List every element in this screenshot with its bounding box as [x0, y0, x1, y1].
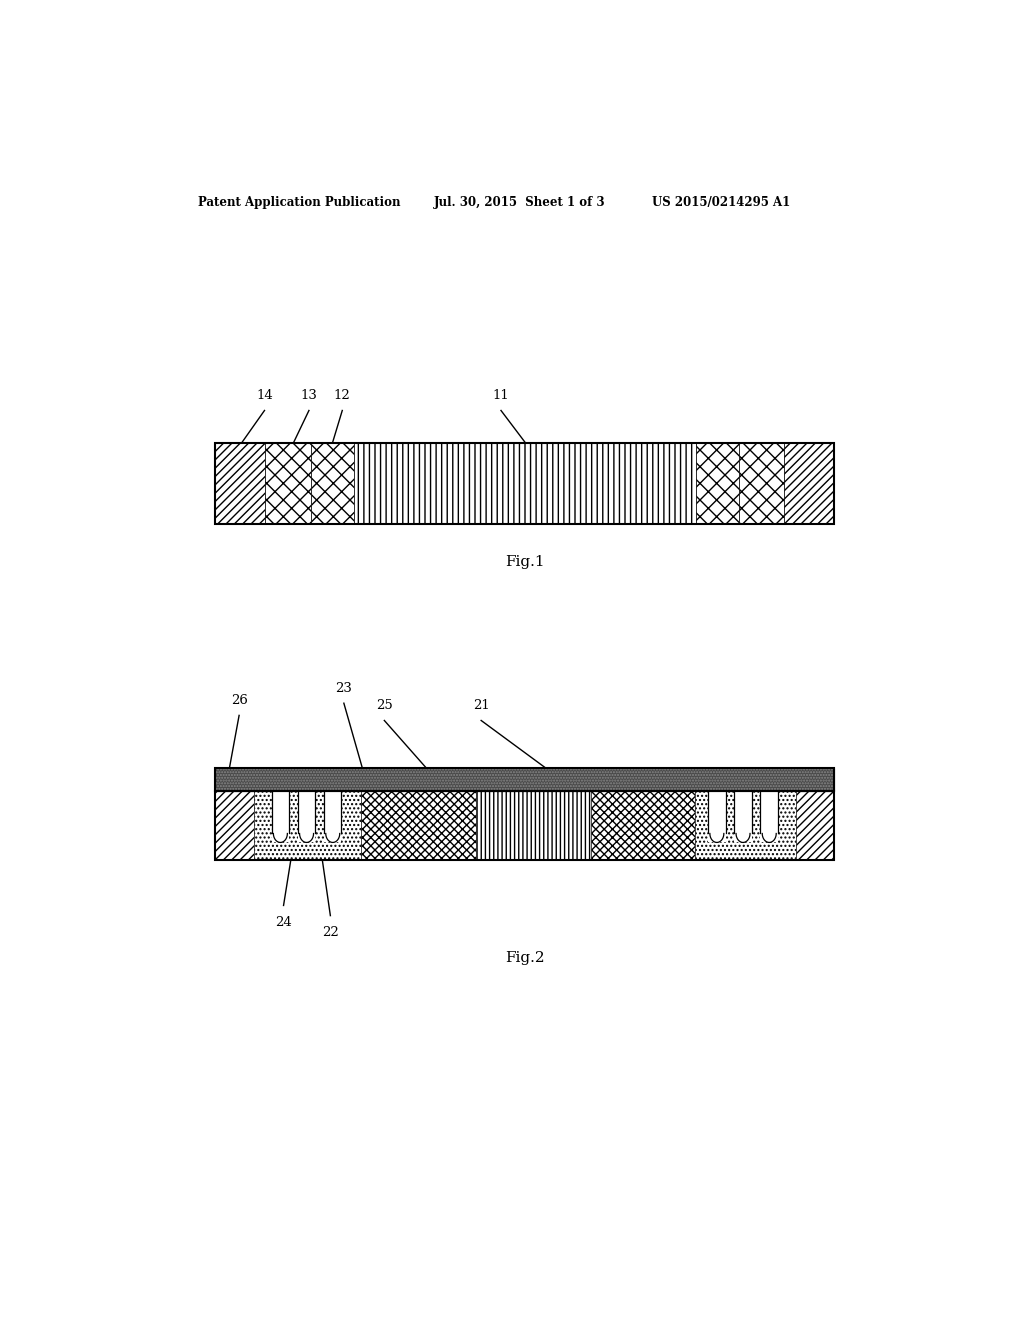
Bar	[254, 791, 361, 859]
Bar	[215, 768, 835, 791]
Text: 12: 12	[334, 389, 350, 403]
Bar	[298, 791, 315, 842]
Bar	[311, 444, 354, 524]
Bar	[324, 791, 341, 842]
Text: 14: 14	[256, 389, 272, 403]
Text: Fig.1: Fig.1	[505, 554, 545, 569]
Bar	[215, 768, 835, 859]
Bar	[796, 791, 835, 859]
Text: 22: 22	[322, 925, 339, 939]
Bar	[738, 444, 784, 524]
Bar	[784, 444, 835, 524]
Bar	[734, 791, 752, 842]
Bar	[265, 444, 311, 524]
Bar	[215, 444, 265, 524]
Bar	[761, 791, 778, 842]
Text: 24: 24	[275, 916, 292, 928]
Bar	[215, 444, 835, 524]
Text: 23: 23	[336, 682, 352, 696]
Text: 11: 11	[493, 389, 509, 403]
Bar	[215, 444, 835, 524]
Bar	[476, 791, 591, 859]
Text: Jul. 30, 2015  Sheet 1 of 3: Jul. 30, 2015 Sheet 1 of 3	[433, 195, 605, 209]
Bar	[354, 444, 695, 524]
Bar	[709, 791, 726, 842]
Bar	[695, 791, 796, 859]
Bar	[215, 768, 835, 791]
Text: 21: 21	[473, 700, 489, 713]
Text: US 2015/0214295 A1: US 2015/0214295 A1	[652, 195, 791, 209]
Bar	[271, 791, 289, 842]
Bar	[591, 791, 695, 859]
Bar	[215, 768, 835, 791]
Text: 25: 25	[376, 700, 393, 713]
Text: 26: 26	[230, 694, 248, 708]
Bar	[361, 791, 476, 859]
Text: 13: 13	[300, 389, 317, 403]
Bar	[695, 444, 738, 524]
Text: Fig.2: Fig.2	[505, 952, 545, 965]
Bar	[215, 791, 254, 859]
Text: Patent Application Publication: Patent Application Publication	[198, 195, 400, 209]
Bar	[215, 791, 835, 859]
